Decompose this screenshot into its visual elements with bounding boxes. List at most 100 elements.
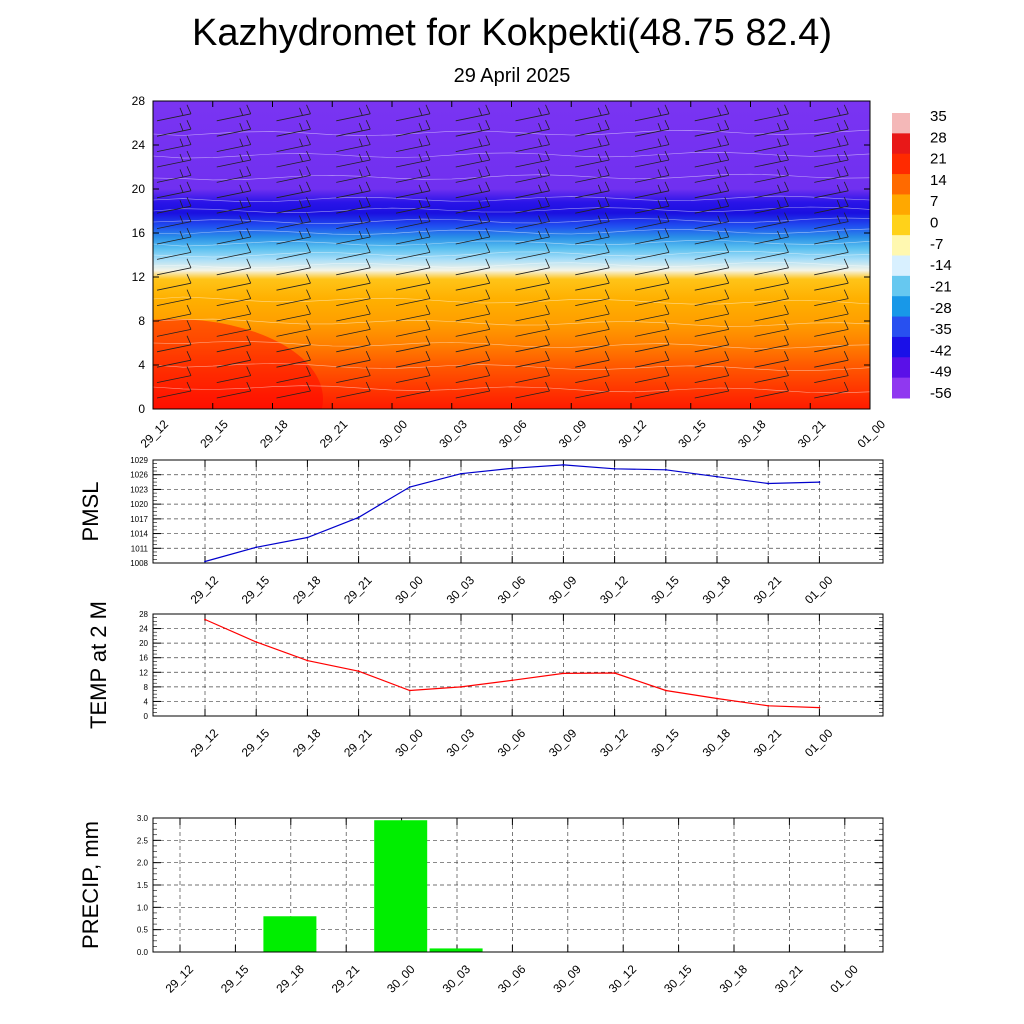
cross-section-panel: 0 4 8 12 16 20 24 28 29_12 29_15 29_18 29_21 30_00 30… bbox=[132, 94, 889, 451]
data-point bbox=[664, 468, 667, 471]
y-tick-label: 12 bbox=[132, 270, 146, 284]
panel-frame bbox=[152, 459, 884, 564]
precip-bar bbox=[429, 948, 483, 952]
data-point bbox=[664, 689, 667, 692]
x-tick-label: 30_15 bbox=[661, 962, 695, 996]
data-point bbox=[562, 672, 565, 675]
x-tick-label: 01_00 bbox=[802, 726, 836, 760]
data-point bbox=[767, 482, 770, 485]
colorbar-swatch bbox=[892, 113, 910, 134]
colorbar-label: 0 bbox=[930, 215, 938, 232]
x-tick-label: 30_21 bbox=[795, 417, 829, 451]
y-tick-label: 1011 bbox=[131, 544, 149, 553]
y-tick-label: 24 bbox=[139, 625, 148, 634]
x-tick-label: 29_12 bbox=[163, 962, 197, 996]
y-axis-label: PMSL bbox=[78, 482, 103, 542]
data-point bbox=[511, 467, 514, 470]
data-point bbox=[357, 670, 360, 673]
y-axis-label: TEMP at 2 M bbox=[86, 601, 111, 729]
data-point bbox=[767, 704, 770, 707]
x-tick-label: 29_15 bbox=[197, 417, 231, 451]
y-tick-label: 4 bbox=[144, 697, 149, 706]
y-tick-label: 1008 bbox=[130, 559, 148, 568]
x-tick-label: 30_21 bbox=[751, 573, 785, 607]
x-tick-label: 30_12 bbox=[616, 417, 650, 451]
data-point bbox=[716, 475, 718, 478]
precipitation-panel: 0.0 0.5 1.0 1.5 2.0 2.5 3.0 29_12 29_15 29_18 29_2… bbox=[78, 814, 884, 996]
colorbar-swatch bbox=[892, 194, 910, 216]
panel-frame bbox=[152, 613, 884, 717]
x-tick-label: 30_15 bbox=[648, 726, 682, 760]
data-point bbox=[716, 697, 718, 700]
data-point bbox=[460, 685, 462, 688]
colorbar-swatch bbox=[892, 377, 910, 399]
x-tick-label: 29_12 bbox=[138, 417, 172, 451]
data-point bbox=[306, 659, 309, 662]
x-tick-label: 30_03 bbox=[440, 962, 474, 996]
x-tick-label: 29_12 bbox=[188, 726, 222, 760]
data-point bbox=[562, 464, 565, 466]
warm-core bbox=[153, 319, 323, 409]
x-tick-label: 30_06 bbox=[495, 726, 529, 760]
y-tick-label: 28 bbox=[132, 94, 146, 108]
heatmap-field bbox=[153, 101, 870, 409]
x-tick-label: 29_12 bbox=[188, 573, 222, 607]
y-tick-label: 8 bbox=[138, 314, 145, 328]
data-point bbox=[255, 546, 258, 549]
colorbar-label: 35 bbox=[930, 108, 947, 125]
colorbar-label: -28 bbox=[930, 300, 952, 317]
x-tick-label: 29_18 bbox=[290, 726, 324, 760]
x-tick-label: 30_03 bbox=[444, 573, 478, 607]
y-tick-label: 12 bbox=[139, 668, 148, 677]
wind-barbs bbox=[156, 104, 849, 399]
y-tick-label: 2.5 bbox=[137, 836, 149, 845]
colorbar-label: 7 bbox=[930, 193, 938, 210]
x-tick-label: 30_18 bbox=[717, 962, 751, 996]
x-tick-label: 30_12 bbox=[597, 573, 631, 607]
x-tick-label: 30_00 bbox=[377, 417, 411, 451]
y-tick-label: 24 bbox=[132, 138, 146, 152]
y-tick-label: 20 bbox=[132, 182, 146, 196]
x-tick-label: 30_15 bbox=[648, 573, 682, 607]
x-tick-label: 30_15 bbox=[675, 417, 709, 451]
x-tick-label: 30_09 bbox=[546, 726, 580, 760]
x-tick-label: 29_15 bbox=[239, 726, 273, 760]
y-tick-label: 2.0 bbox=[137, 859, 149, 868]
x-tick-label: 30_00 bbox=[384, 962, 418, 996]
precip-bar bbox=[374, 820, 428, 952]
data-point bbox=[613, 467, 616, 470]
y-tick-label: 1023 bbox=[130, 485, 148, 494]
data-point bbox=[357, 516, 360, 519]
data-point bbox=[613, 672, 616, 674]
data-point bbox=[204, 618, 206, 621]
data-point bbox=[204, 560, 206, 563]
temperature-panel: 0 4 8 12 16 20 24 28 29_12 29_15 29_18 29_21 30_00 30… bbox=[86, 601, 884, 760]
colorbar-label: -7 bbox=[930, 236, 943, 253]
x-tick-label: 30_21 bbox=[751, 726, 785, 760]
y-tick-label: 1014 bbox=[130, 530, 148, 539]
y-tick-label: 0.0 bbox=[137, 948, 149, 957]
x-tick-label: 30_00 bbox=[392, 573, 426, 607]
colorbar-label: -42 bbox=[930, 342, 952, 359]
x-tick-label: 29_21 bbox=[329, 962, 363, 996]
colorbar-swatch bbox=[892, 214, 910, 236]
colorbar-label: -14 bbox=[930, 257, 952, 274]
colorbar-swatch bbox=[892, 296, 910, 318]
x-tick-label: 30_12 bbox=[597, 726, 631, 760]
x-tick-label: 29_18 bbox=[290, 573, 324, 607]
colorbar-label: -21 bbox=[930, 278, 952, 295]
chart-subtitle: 29 April 2025 bbox=[453, 65, 571, 87]
colorbar-label: -35 bbox=[930, 321, 952, 338]
x-tick-label: 29_15 bbox=[239, 573, 273, 607]
y-tick-label: 4 bbox=[138, 358, 145, 372]
x-tick-label: 01_00 bbox=[855, 417, 889, 451]
colorbar-swatch bbox=[892, 174, 910, 195]
data-point bbox=[408, 486, 411, 488]
y-axis-label: PRECIP, mm bbox=[78, 821, 103, 949]
x-tick-label: 01_00 bbox=[802, 573, 836, 607]
x-tick-label: 01_00 bbox=[827, 962, 861, 996]
y-tick-label: 1.0 bbox=[137, 903, 149, 912]
x-tick-label: 29_18 bbox=[273, 962, 307, 996]
pmsl-panel: 1008 1011 1014 1017 1020 1023 1026 1029 29_12 29_… bbox=[78, 456, 884, 607]
